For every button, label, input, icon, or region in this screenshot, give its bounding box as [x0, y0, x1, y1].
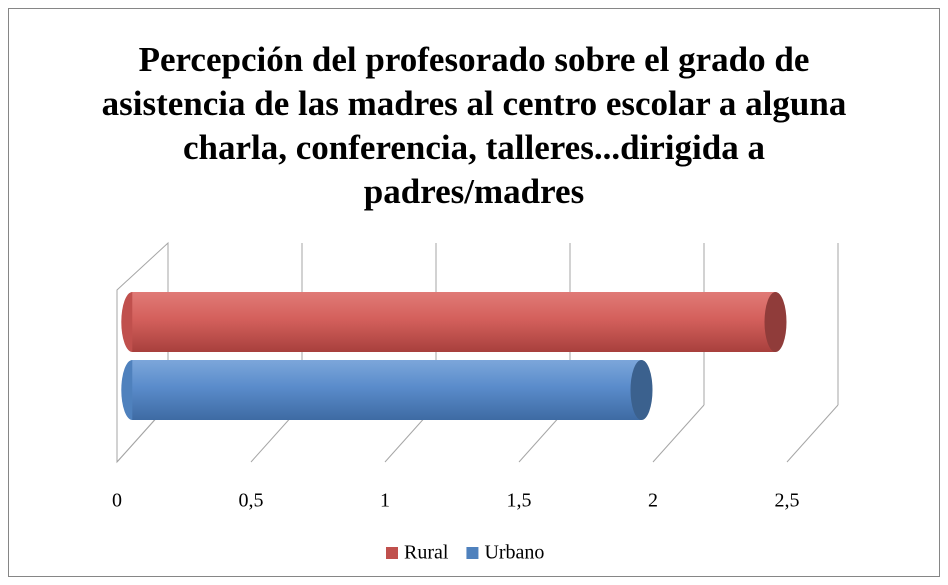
legend-swatch: [386, 547, 398, 559]
legend-label: Urbano: [484, 542, 544, 564]
bar-end-cap: [764, 292, 787, 352]
bar: [132, 292, 776, 352]
chart-title: Percepción del profesorado sobre el grad…: [101, 40, 847, 211]
floor-grid-line: [786, 404, 839, 463]
legend-swatch: [466, 547, 479, 559]
legend-label: Rural: [404, 542, 449, 564]
bar: [132, 360, 642, 420]
x-tick-label: 2: [648, 490, 658, 512]
x-tick-label: 0,5: [239, 490, 264, 512]
floor-grid-line: [652, 404, 705, 463]
bar-end-cap: [630, 360, 653, 420]
x-tick-label: 0: [112, 490, 122, 512]
x-tick-label: 1,5: [507, 490, 532, 512]
x-tick-label: 1: [380, 490, 390, 512]
x-tick-label: 2,5: [775, 490, 800, 512]
